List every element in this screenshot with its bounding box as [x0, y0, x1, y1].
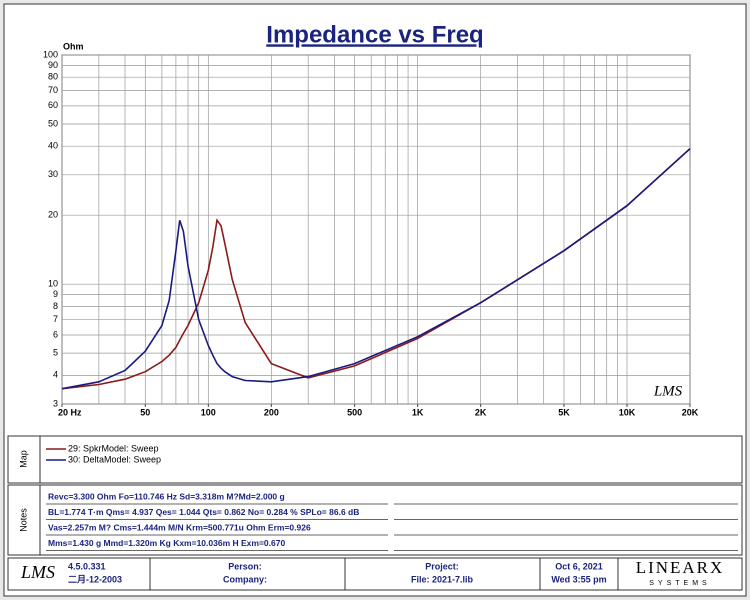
company: Company:: [223, 574, 267, 584]
project: Project:: [425, 561, 459, 571]
y-tick-label: 80: [48, 72, 58, 82]
x-tick-label: 2K: [475, 407, 487, 417]
x-tick-label: 1K: [412, 407, 424, 417]
map-panel: [7, 435, 743, 484]
y-tick-label: 40: [48, 141, 58, 151]
x-tick-label: 50: [140, 407, 150, 417]
y-tick-label: 4: [53, 370, 58, 380]
y-tick-label: 9: [53, 289, 58, 299]
legend-label: 30: DeltaModel: Sweep: [68, 454, 161, 464]
y-tick-label: 5: [53, 348, 58, 358]
x-tick-label: 10K: [619, 407, 636, 417]
y-tick-label: 90: [48, 60, 58, 70]
notes-lines: Revc=3.300 Ohm Fo=110.746 Hz Sd=3.318m M…: [46, 491, 738, 551]
x-tick-label: 20 Hz: [58, 407, 82, 417]
y-tick-label: 100: [43, 49, 58, 59]
y-tick-label: 30: [48, 169, 58, 179]
map-label: Map: [18, 450, 28, 468]
y-tick-label: 70: [48, 85, 58, 95]
note-line: Revc=3.300 Ohm Fo=110.746 Hz Sd=3.318m M…: [48, 491, 285, 501]
brand-sub: SYSTEMS: [649, 580, 710, 587]
x-tick-label: 5K: [558, 407, 570, 417]
series-line: [61, 148, 691, 390]
notes-panel: [7, 484, 743, 556]
note-line: Mms=1.430 g Mmd=1.320m Kg Kxm=10.036m H …: [48, 538, 285, 548]
notes-label: Notes: [18, 508, 28, 532]
y-tick-label: 7: [53, 314, 58, 324]
x-tick-label: 20K: [682, 407, 699, 417]
brand: LINEARX: [636, 558, 725, 577]
person: Person:: [228, 561, 262, 571]
x-tick-label: 200: [264, 407, 279, 417]
watermark: LMS: [653, 383, 683, 399]
footer: [7, 557, 743, 591]
y-tick-label: 50: [48, 118, 58, 128]
y-tick-label: 20: [48, 210, 58, 220]
series-line: [61, 148, 691, 390]
date: Oct 6, 2021: [555, 561, 603, 571]
chart-title: Impedance vs Freq: [266, 21, 483, 48]
plot-area: [61, 54, 691, 405]
y-tick-label: 60: [48, 100, 58, 110]
file: File: 2021-7.lib: [411, 574, 474, 584]
build-date: 二月-12-2003: [68, 574, 122, 584]
y-tick-label: 3: [53, 398, 58, 408]
y-tick-label: 10: [48, 279, 58, 289]
x-tick-label: 100: [201, 407, 216, 417]
note-line: Vas=2.257m M? Cms=1.444m M/N Krm=500.771…: [48, 522, 311, 532]
version: 4.5.0.331: [68, 561, 106, 571]
y-tick-label: 8: [53, 301, 58, 311]
x-tick-label: 500: [347, 407, 362, 417]
legend-label: 29: SpkrModel: Sweep: [68, 443, 159, 453]
y-tick-label: 6: [53, 329, 58, 339]
y-axis-label: Ohm: [63, 41, 84, 51]
footer-logo: LMS: [20, 562, 55, 582]
note-line: BL=1.774 T·m Qms= 4.937 Qes= 1.044 Qts= …: [48, 507, 359, 517]
time: Wed 3:55 pm: [551, 574, 606, 584]
